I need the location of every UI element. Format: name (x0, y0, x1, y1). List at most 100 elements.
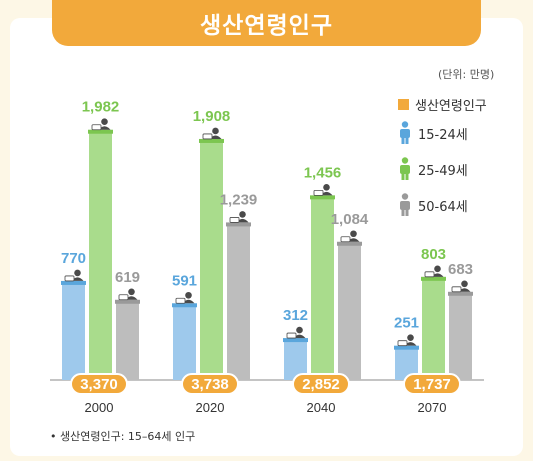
speaker-body-icon (458, 288, 471, 292)
laptop-icon (118, 294, 129, 301)
speaker-body-icon (125, 296, 138, 300)
bar-cap (226, 222, 251, 227)
bar-cap (394, 345, 419, 350)
bar-25-49 (422, 279, 445, 380)
speaker-head-icon (407, 334, 414, 341)
person-icon (400, 121, 410, 144)
speaker-head-icon (74, 269, 81, 277)
laptop-icon (91, 124, 102, 131)
bar-25-49 (89, 132, 112, 380)
person-icon (400, 193, 410, 216)
laptop-icon (202, 133, 213, 140)
speaker-body-icon (431, 273, 444, 277)
data-label-50-64: 683 (448, 261, 473, 278)
person-icon (400, 157, 410, 180)
bar-50-64 (116, 302, 139, 380)
laptop-icon (451, 286, 462, 293)
x-tick-label: 2040 (307, 400, 336, 415)
speaker-body-icon (347, 238, 360, 242)
speaker-head-icon (323, 184, 330, 191)
bar-cap (448, 291, 473, 296)
bar-15-24 (62, 283, 85, 380)
speaker-body-icon (293, 334, 306, 339)
data-label-25-49: 1,982 (82, 99, 120, 116)
data-label-25-49: 803 (421, 246, 446, 263)
speaker-head-icon (185, 291, 192, 299)
speaker-head-icon (101, 118, 108, 126)
speaker-head-icon (239, 211, 246, 218)
bar-15-24 (173, 306, 196, 380)
legend: 생산연령인구 15-24세 25-49세 (398, 93, 487, 223)
data-label-50-64: 1,084 (331, 211, 369, 228)
bar-15-24 (284, 341, 307, 380)
laptop-icon (175, 297, 186, 304)
data-label-50-64: 1,239 (220, 191, 258, 208)
laptop-icon (286, 332, 297, 339)
bar-cap (199, 138, 224, 143)
total-badge (70, 373, 128, 395)
bar-25-49 (311, 198, 334, 380)
speaker-body-icon (182, 299, 195, 304)
laptop-icon (397, 340, 408, 347)
laptop-icon (424, 271, 435, 278)
x-tick-label: 2070 (418, 400, 447, 415)
total-badge (403, 373, 461, 395)
speaker-body-icon (404, 342, 417, 346)
bar-50-64 (338, 244, 361, 380)
speaker-body-icon (71, 277, 84, 281)
x-tick-label: 2020 (196, 400, 225, 415)
data-label-25-49: 1,456 (304, 164, 342, 181)
total-badge (292, 373, 350, 395)
data-label-15-24: 591 (172, 272, 197, 289)
total-label: 2,852 (302, 376, 340, 393)
speaker-head-icon (434, 265, 441, 273)
laptop-icon (340, 236, 351, 243)
bar-cap (115, 299, 140, 304)
bar-15-24 (395, 348, 418, 380)
speaker-body-icon (236, 218, 249, 223)
bar-cap (283, 338, 308, 343)
footnote: • 생산연령인구: 15–64세 인구 (50, 430, 196, 443)
speaker-body-icon (320, 191, 333, 196)
laptop-icon (64, 275, 75, 282)
legend-item-25-49: 25-49세 (398, 151, 487, 187)
data-label-15-24: 251 (394, 315, 419, 332)
legend-label: 생산연령인구 (415, 98, 487, 114)
chart-title: 생산연령인구 (200, 13, 333, 39)
bar-cap (172, 303, 197, 308)
bar-50-64 (449, 294, 472, 380)
data-label-50-64: 619 (115, 269, 140, 286)
unit-note: (단위: 만명) (438, 68, 495, 81)
legend-item-15-24: 15-24세 (398, 115, 487, 151)
speaker-head-icon (128, 288, 135, 296)
total-label: 3,370 (80, 376, 118, 393)
laptop-icon (229, 217, 240, 223)
speaker-head-icon (461, 280, 468, 288)
title-banner: 생산연령인구 (52, 0, 481, 46)
speaker-body-icon (209, 135, 222, 139)
legend-label: 50-64세 (418, 199, 468, 215)
legend-swatch-total (398, 98, 409, 110)
speaker-body-icon (98, 126, 111, 130)
legend-item-total: 생산연령인구 (398, 93, 487, 115)
legend-label: 25-49세 (418, 163, 468, 179)
speaker-head-icon (212, 127, 219, 135)
total-badge (181, 373, 239, 395)
speaker-head-icon (350, 230, 357, 238)
data-label-25-49: 1,908 (193, 108, 231, 125)
laptop-icon (313, 189, 324, 196)
legend-item-50-64: 50-64세 (398, 187, 487, 223)
bar-50-64 (227, 225, 250, 380)
bar-cap (310, 195, 335, 200)
data-label-15-24: 312 (283, 307, 308, 324)
bar-cap (337, 241, 362, 246)
x-tick-label: 2000 (85, 400, 114, 415)
total-label: 1,737 (413, 376, 451, 393)
data-label-15-24: 770 (61, 250, 86, 267)
bar-25-49 (200, 141, 223, 380)
total-label: 3,738 (191, 376, 229, 393)
legend-label: 15-24세 (418, 127, 468, 143)
bar-cap (421, 276, 446, 281)
